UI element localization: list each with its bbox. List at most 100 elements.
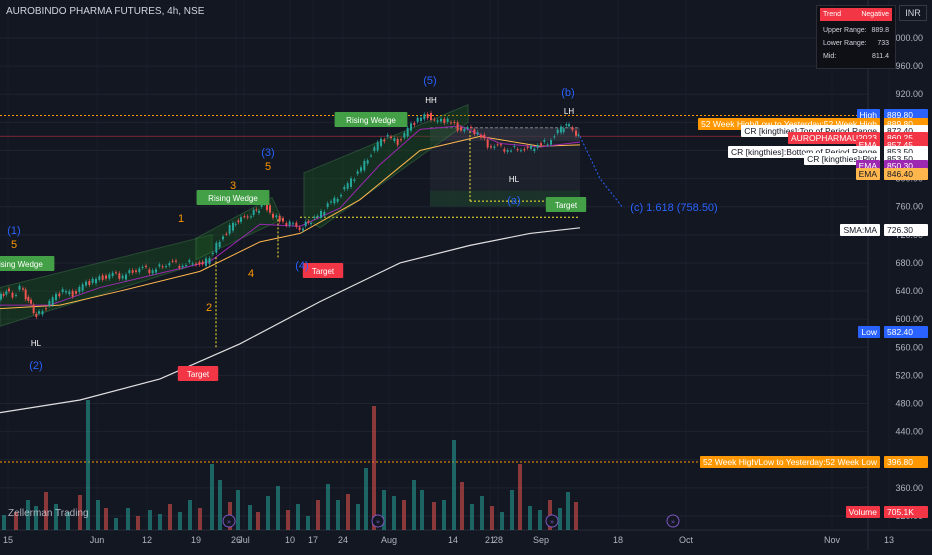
plot-background [0,0,868,530]
candle-body [376,142,379,151]
volume-bar [558,508,562,530]
candle-body [108,274,111,279]
candle-body [298,227,301,230]
currency-button[interactable]: INR [899,5,927,21]
candle-body [161,266,164,268]
y-tick-label: 360.00 [895,483,923,493]
candle-body [396,139,399,145]
volume-bar [148,510,152,530]
wave-annotation: (5) [423,75,436,87]
volume-bar [490,506,494,530]
candle-body [410,123,412,131]
candle-body [266,204,268,211]
volume-bar [104,508,108,530]
wave-annotation: (c) 1.618 (758.50) [630,202,717,214]
candle-body [546,144,549,146]
candle-body [101,275,104,280]
pattern-label: Rising Wedge [208,194,258,203]
candle-body [304,221,307,227]
candle-body [208,258,211,264]
candle-body [81,284,84,291]
candle-body [333,197,336,204]
lower-range-row: Lower Range: 733 [817,37,895,50]
candle-body [71,290,74,297]
x-tick-label: 28 [493,535,503,545]
volume-bar [14,512,18,530]
candle-body [350,178,352,187]
replay-icon [545,514,559,528]
trend-table: Trend Negative Upper Range: 889.8 Lower … [816,5,896,69]
candle-body [403,132,406,138]
wave-annotation: 4 [248,268,254,280]
candle-body [536,144,539,148]
candle-body [55,293,57,301]
candle-body [540,143,542,146]
candle-body [302,228,304,231]
x-tick-label: 10 [285,535,295,545]
candle-body [32,304,35,314]
chart-title: AUROBINDO PHARMA FUTURES, 4h, NSE [6,6,205,17]
candle-body [423,114,426,120]
candle-body [370,155,372,157]
volume-bar [168,504,172,530]
candle-body [453,121,456,123]
lower-range-value: 733 [877,40,889,47]
volume-bar [442,500,446,530]
volume-bar [420,490,424,530]
upper-range-value: 889.8 [871,27,889,34]
candle-body [178,266,181,268]
candle-body [575,130,577,136]
trend-row: Trend Negative [820,8,892,21]
long-sma-line [0,227,581,414]
candle-body [380,138,382,147]
candle-body [288,221,291,226]
volume-bar [296,504,300,530]
candle-body [413,123,416,126]
candle-body [252,209,255,215]
candle-body [75,291,77,294]
candle-body [568,124,570,127]
candle-body [88,281,91,285]
y-tick-label: 480.00 [895,399,923,409]
candle-body [68,291,71,295]
candle-body [346,183,349,189]
candle-body [486,139,489,148]
candle-body [506,150,509,152]
ema-slow-line [0,135,581,310]
candle-body [275,215,278,218]
candle-body [141,266,144,268]
candle-body [470,126,472,128]
candle-body [430,112,432,120]
candle-body [24,289,27,300]
mid-value: 811.4 [872,53,889,60]
candle-body [307,221,310,223]
candle-body [473,129,476,135]
volume-bar [356,504,360,530]
candle-body [45,308,47,310]
candle-body [165,266,167,268]
price-tag-label: Volume [845,505,880,518]
x-tick-label: 12 [142,535,152,545]
candle-body [118,273,121,279]
candle-body [105,275,107,279]
price-tag-value: 846.40 [884,167,928,180]
volume-bar [452,440,456,530]
candle-body [125,274,127,280]
candle-body [91,278,94,283]
wave-annotation: 3 [230,180,236,192]
candle-body [480,134,482,138]
volume-bar [198,508,202,530]
volume-bar [34,506,38,530]
candle-body [128,270,131,274]
candle-body [500,144,502,146]
pattern-label-box [196,190,270,205]
candle-body [463,128,466,132]
candle-body [550,140,552,145]
candle-body [51,297,54,306]
upper-range-label: Upper Range: [823,27,867,34]
price-tag-label: 52 Week High/Low to Yesterday:52 Week Lo… [699,456,880,468]
volume-bar [26,500,30,530]
candle-body [98,276,101,280]
